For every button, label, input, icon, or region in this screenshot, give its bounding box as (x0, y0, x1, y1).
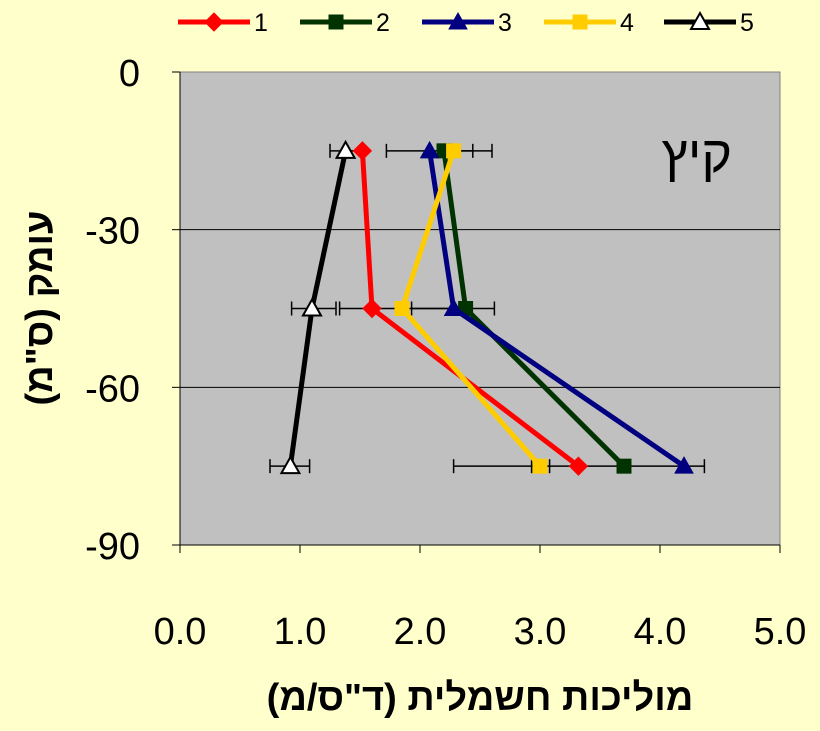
data-point-series-1 (352, 141, 373, 161)
series-layer (269, 139, 706, 476)
x-tick-label: 0.0 (154, 611, 207, 653)
data-point-series-5 (279, 455, 302, 475)
x-tick-label: 1.0 (274, 611, 327, 653)
x-tick-label: 4.0 (634, 611, 687, 653)
legend-label-2: 2 (376, 9, 390, 37)
data-point-series-2 (616, 458, 632, 474)
grid-lines (180, 229, 780, 388)
x-axis-title: מוליכות חשמלית (ד"ס/מ) (267, 677, 694, 719)
y-tick-label: -60 (85, 368, 140, 410)
legend-label-1: 1 (254, 9, 268, 37)
y-tick-label: -30 (85, 211, 140, 253)
data-point-series-4 (532, 458, 548, 474)
legend: 1 2 3 4 5 (178, 9, 754, 37)
y-tick-label: -90 (85, 526, 140, 568)
legend-marker-4 (572, 14, 588, 30)
data-point-series-1 (362, 298, 382, 319)
data-point-series-5 (334, 139, 357, 159)
data-point-series-3 (674, 456, 694, 474)
x-tick-label: 5.0 (754, 611, 807, 653)
legend-marker-2 (328, 14, 344, 30)
legend-label-5: 5 (740, 9, 754, 37)
data-point-series-4 (394, 301, 410, 316)
data-point-series-1 (568, 456, 589, 476)
legend-marker-1 (204, 12, 224, 32)
data-point-series-4 (446, 143, 462, 159)
data-point-series-3 (419, 140, 440, 159)
x-tick-label: 3.0 (514, 611, 567, 653)
y-axis-title: עומק (ס"מ) (19, 210, 61, 405)
legend-label-4: 4 (620, 9, 634, 37)
data-point-series-5 (301, 297, 323, 317)
legend-marker-3 (448, 11, 468, 30)
axes: 0 -30 -60 -90 0.0 1.0 2.0 3.0 4.0 5.0 (85, 53, 806, 653)
y-tick-label: 0 (119, 53, 140, 95)
season-annotation: קיץ (662, 126, 732, 184)
data-point-series-3 (443, 298, 464, 316)
legend-marker-5 (689, 10, 711, 30)
legend-label-3: 3 (498, 9, 512, 37)
x-tick-label: 2.0 (394, 611, 447, 653)
